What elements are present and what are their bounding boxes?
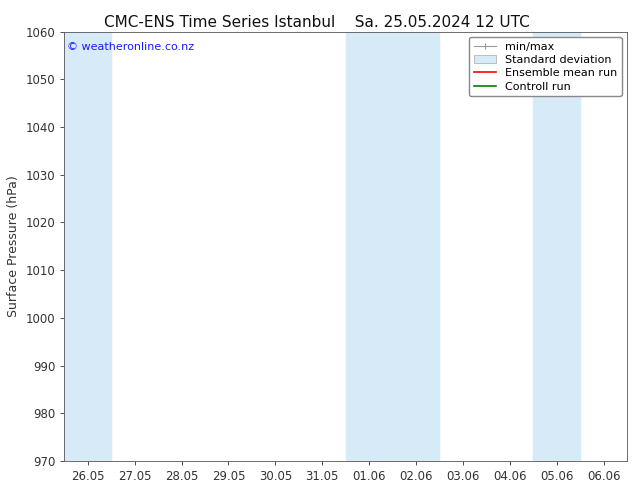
Legend: min/max, Standard deviation, Ensemble mean run, Controll run: min/max, Standard deviation, Ensemble me… <box>469 37 621 96</box>
Text: © weatheronline.co.nz: © weatheronline.co.nz <box>67 42 194 52</box>
Bar <box>346 31 439 461</box>
Bar <box>533 31 580 461</box>
Bar <box>64 31 111 461</box>
Y-axis label: Surface Pressure (hPa): Surface Pressure (hPa) <box>7 175 20 317</box>
Text: CMC-ENS Time Series Istanbul    Sa. 25.05.2024 12 UTC: CMC-ENS Time Series Istanbul Sa. 25.05.2… <box>104 15 530 30</box>
